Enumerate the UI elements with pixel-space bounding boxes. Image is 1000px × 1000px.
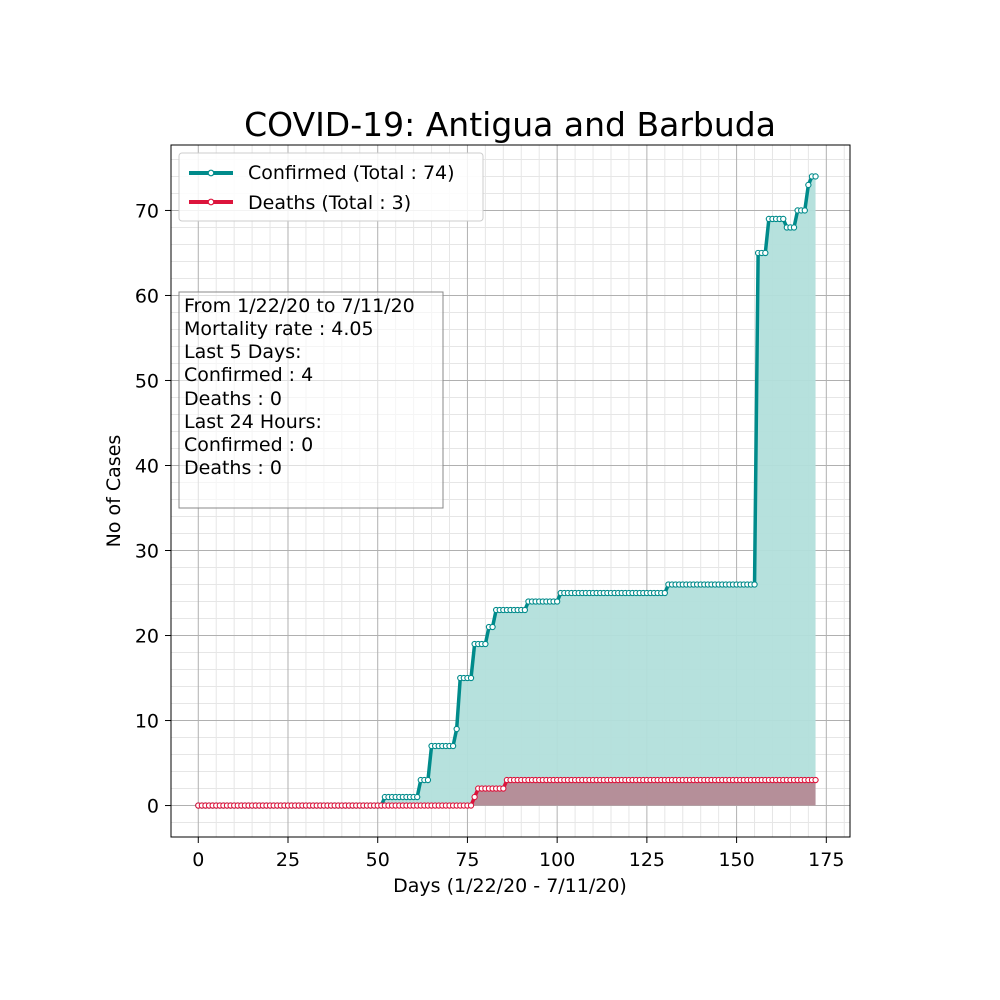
y-tick-label: 10 <box>135 711 159 733</box>
info-line: From 1/22/20 to 7/11/20 <box>184 295 415 317</box>
x-tick-label: 125 <box>629 849 665 871</box>
confirmed-point <box>554 598 561 605</box>
info-line: Confirmed : 4 <box>184 364 313 386</box>
confirmed-area <box>198 176 816 806</box>
info-line: Last 5 Days: <box>184 341 302 363</box>
confirmed-point <box>414 793 421 801</box>
x-tick-label: 100 <box>539 849 575 871</box>
confirmed-point <box>467 674 475 682</box>
info-line: Last 24 Hours: <box>184 411 322 433</box>
x-axis: 0 25 50 75 100 125 150 175 <box>192 837 844 871</box>
legend-deaths-marker <box>207 198 215 206</box>
deaths-point <box>467 802 475 809</box>
y-axis-label: No of Cases <box>103 435 125 548</box>
legend-box <box>178 152 484 222</box>
x-tick-label: 50 <box>366 849 390 871</box>
deaths-area <box>198 780 816 806</box>
info-line: Mortality rate : 4.05 <box>184 318 374 340</box>
x-tick-label: 75 <box>455 849 479 871</box>
chart-title: COVID-19: Antigua and Barbuda <box>244 105 776 144</box>
confirmed-point <box>801 207 808 214</box>
legend: Confirmed (Total : 74) Deaths (Total : 3… <box>178 152 484 222</box>
confirmed-point <box>449 742 457 750</box>
info-line: Confirmed : 0 <box>184 434 313 456</box>
deaths-point <box>812 776 819 784</box>
confirmed-point <box>482 640 489 648</box>
info-box: From 1/22/20 to 7/11/20 Mortality rate :… <box>178 291 444 509</box>
deaths-point <box>500 785 507 792</box>
confirmed-point <box>780 215 787 223</box>
y-tick-label: 70 <box>135 200 159 222</box>
x-tick-label: 25 <box>276 849 300 871</box>
info-line: Deaths : 0 <box>184 457 282 479</box>
legend-deaths-label: Deaths (Total : 3) <box>248 192 411 214</box>
y-tick-label: 20 <box>135 626 159 648</box>
confirmed-point <box>424 776 432 784</box>
y-tick-label: 30 <box>135 541 159 563</box>
x-tick-label: 0 <box>192 849 204 871</box>
x-tick-label: 175 <box>808 849 844 871</box>
y-tick-label: 40 <box>135 455 159 477</box>
legend-confirmed-marker <box>207 169 215 177</box>
confirmed-point <box>751 581 758 588</box>
confirmed-point <box>762 249 769 257</box>
confirmed-point <box>812 173 819 180</box>
y-axis: 0 10 20 30 40 50 60 70 <box>135 200 171 818</box>
plot-area-frame <box>170 144 851 838</box>
series-layer <box>195 173 819 809</box>
y-tick-label: 0 <box>147 796 159 818</box>
legend-confirmed-label: Confirmed (Total : 74) <box>248 162 455 184</box>
y-tick-label: 50 <box>135 370 159 392</box>
confirmed-point <box>790 224 798 231</box>
x-axis-label: Days (1/22/20 - 7/11/20) <box>393 875 627 897</box>
confirmed-point <box>661 589 668 597</box>
confirmed-point <box>521 606 529 614</box>
info-line: Deaths : 0 <box>184 388 282 410</box>
y-tick-label: 60 <box>135 285 159 307</box>
confirmed-point <box>453 725 460 733</box>
x-tick-label: 150 <box>718 849 754 871</box>
confirmed-point <box>489 623 496 631</box>
confirmed-point <box>805 181 812 189</box>
info-box-frame <box>178 291 444 509</box>
deaths-point <box>471 793 478 801</box>
